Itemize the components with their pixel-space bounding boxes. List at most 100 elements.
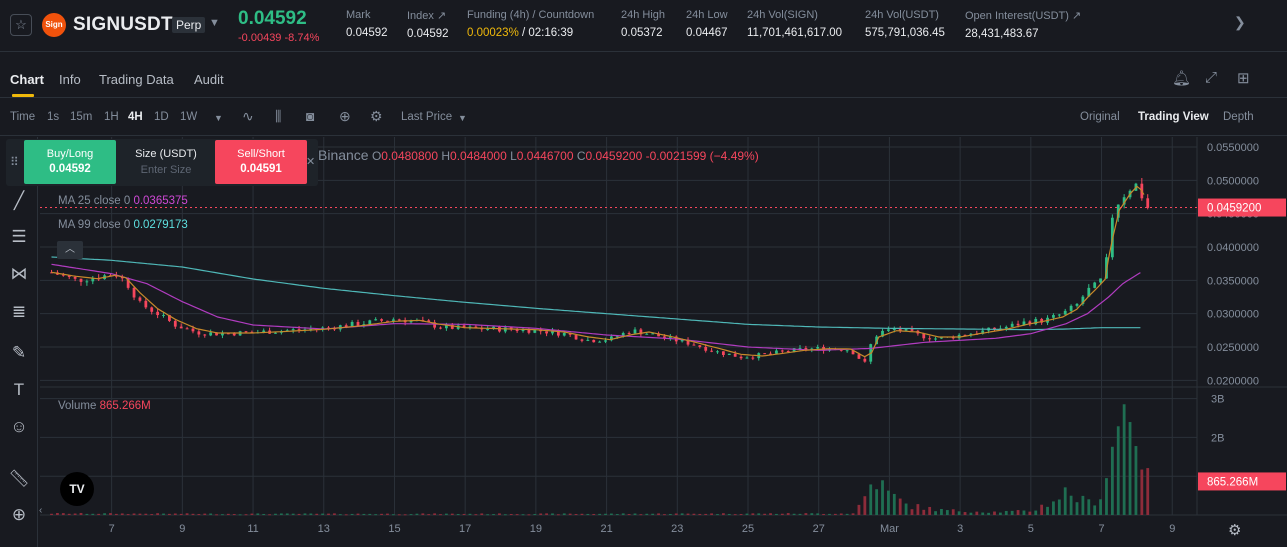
interval-1w[interactable]: 1W <box>180 111 198 123</box>
chevron-right-icon[interactable]: ❯ <box>1234 14 1246 30</box>
price-chart[interactable]: 0.05500000.05000000.04500000.04000000.03… <box>40 137 1287 547</box>
text-tool-icon[interactable]: T <box>13 380 25 399</box>
volume-bar <box>315 513 319 515</box>
volume-bar <box>904 503 908 515</box>
ruler-icon[interactable]: 📏︎ <box>8 469 30 488</box>
candle-body <box>515 329 519 332</box>
view-original[interactable]: Original <box>1080 111 1120 123</box>
settings-gear-icon[interactable]: ⚙ <box>370 108 383 124</box>
bell-icon[interactable]: 🔔︎ <box>1172 70 1192 87</box>
camera-icon[interactable]: ◙ <box>306 108 315 124</box>
candle-body <box>592 339 596 343</box>
volume-bar <box>769 513 772 515</box>
volume-bar <box>556 514 560 516</box>
candle-body <box>215 332 218 336</box>
view-trading-view[interactable]: Trading View <box>1138 111 1209 123</box>
candle-body <box>368 320 372 325</box>
add-icon[interactable]: ⊕ <box>339 108 351 124</box>
pattern-icon[interactable]: ⋈ <box>10 264 28 283</box>
chevron-down-icon[interactable]: ▼ <box>458 113 467 123</box>
candle-body <box>144 300 148 308</box>
emoji-icon[interactable]: ☺ <box>10 417 28 436</box>
price-tick-label: 0.0400000 <box>1207 242 1259 254</box>
interval-dropdown-icon[interactable]: ▼ <box>214 113 223 123</box>
chart-canvas[interactable]: 0.05500000.05000000.04500000.04000000.03… <box>40 137 1287 547</box>
fib-icon[interactable]: ≣ <box>11 302 27 321</box>
tab-trading-data[interactable]: Trading Data <box>99 72 174 87</box>
low-key: L <box>510 149 517 163</box>
volume-bar <box>338 514 342 516</box>
ma99-legend[interactable]: MA 99 close 0 0.0279173 <box>58 219 188 231</box>
volume-bar <box>1022 510 1026 515</box>
candle-body <box>262 330 266 333</box>
stat-index[interactable]: Index ↗ 0.04592 <box>407 9 449 40</box>
tab-chart[interactable]: Chart <box>10 72 44 87</box>
time-tick-label: 17 <box>459 523 471 535</box>
ticker-header: ☆ Sign SIGNUSDT Perp ▼ 0.04592 -0.00439 … <box>0 0 1287 52</box>
symbol-name[interactable]: SIGNUSDT <box>73 14 173 35</box>
sign-coin-logo: Sign <box>42 13 66 37</box>
horizontal-lines-icon[interactable]: ☰ <box>11 227 27 246</box>
candle-body <box>150 307 154 312</box>
chart-settings-icon[interactable]: ⚙ <box>1228 522 1242 539</box>
interval-15m[interactable]: 15m <box>70 111 93 123</box>
tab-audit[interactable]: Audit <box>194 72 224 87</box>
interval-1d[interactable]: 1D <box>154 111 169 123</box>
volume-bar <box>1093 505 1097 515</box>
star-icon[interactable]: ☆ <box>10 14 32 36</box>
size-input[interactable]: Size (USDT) Enter Size <box>118 140 214 184</box>
volume-bar <box>615 514 619 516</box>
candle-body <box>586 339 590 341</box>
grid-layout-icon[interactable]: ⊞ <box>1237 70 1250 87</box>
price-type-select[interactable]: Last Price <box>401 111 453 123</box>
volume-bar <box>733 514 737 516</box>
sell-short-button[interactable]: Sell/Short 0.04591 <box>215 140 307 184</box>
interval-1s[interactable]: 1s <box>47 111 60 123</box>
candle-body <box>439 327 442 329</box>
buy-long-button[interactable]: Buy/Long 0.04592 <box>24 140 116 184</box>
tab-info[interactable]: Info <box>59 72 81 87</box>
interval-1h[interactable]: 1H <box>104 111 119 123</box>
chart-type-icon[interactable]: ⫼ <box>275 108 282 124</box>
candle-body <box>839 349 843 351</box>
stat-value: 0.05372 <box>621 27 663 39</box>
volume-bar <box>639 514 643 516</box>
candle-body <box>680 339 684 342</box>
volume-bar <box>73 513 77 515</box>
low-value: 0.0446700 <box>516 149 574 163</box>
candle-body <box>409 320 413 323</box>
stat-label: 24h Low <box>686 9 728 21</box>
indicator-icon[interactable]: ∿ <box>242 108 254 124</box>
brush-icon[interactable]: ✎ <box>11 343 27 362</box>
stat-open-interest[interactable]: Open Interest(USDT) ↗ 28,431,483.67 <box>965 9 1081 40</box>
price-tick-label: 0.0250000 <box>1207 342 1259 354</box>
candle-body <box>551 330 554 334</box>
volume-bar <box>987 512 990 515</box>
fullscreen-icon[interactable]: ⤢ <box>1205 69 1218 86</box>
interval-4h[interactable]: 4H <box>128 111 143 123</box>
volume-bar <box>444 513 448 515</box>
volume-tick-label: 2B <box>1211 432 1224 444</box>
candle-body <box>162 314 165 316</box>
view-depth[interactable]: Depth <box>1223 111 1254 123</box>
volume-bar <box>456 513 460 515</box>
candle-body <box>179 326 183 329</box>
chevron-down-icon[interactable]: ▼ <box>209 17 220 29</box>
volume-bar <box>397 514 401 516</box>
legend-collapse-icon[interactable]: ︿ <box>57 241 83 259</box>
volume-bar <box>1028 511 1032 515</box>
zoom-icon[interactable]: ⊕ <box>11 505 27 524</box>
stat-label: Open Interest(USDT) ↗ <box>965 10 1082 22</box>
last-price: 0.04592 <box>238 8 307 29</box>
drag-handle-icon[interactable]: ⠿ <box>10 155 19 169</box>
volume-bar <box>533 514 537 516</box>
volume-bar <box>185 513 189 515</box>
trendline-icon[interactable]: ╱ <box>13 191 25 210</box>
close-icon[interactable]: ✕ <box>306 156 316 168</box>
tradingview-logo[interactable]: TV <box>60 472 94 506</box>
ma25-legend[interactable]: MA 25 close 0 0.0365375 <box>58 195 188 207</box>
ma25-label: MA 25 close 0 <box>58 195 131 207</box>
candle-body <box>486 329 490 331</box>
candle-body <box>156 311 160 316</box>
collapse-toolbar-icon[interactable]: ‹ <box>39 505 43 516</box>
